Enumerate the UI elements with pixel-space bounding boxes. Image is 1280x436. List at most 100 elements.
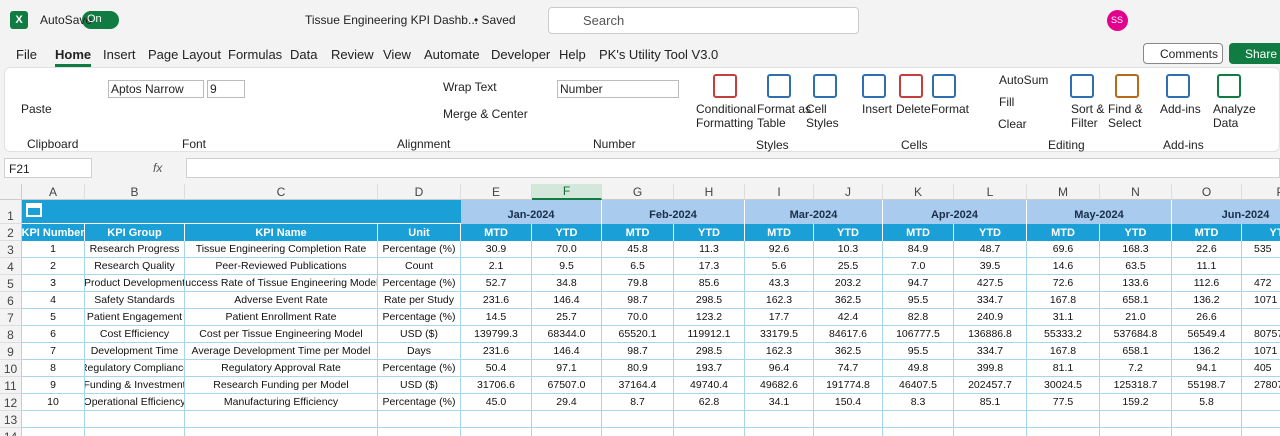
row-header[interactable]: 10 bbox=[0, 360, 22, 377]
column-header[interactable]: D bbox=[378, 184, 461, 200]
toggle[interactable] bbox=[82, 11, 119, 29]
row-header[interactable]: 6 bbox=[0, 292, 22, 309]
button-line: Data bbox=[1213, 116, 1239, 130]
column-header[interactable]: H bbox=[674, 184, 745, 200]
row-header[interactable]: 13 bbox=[0, 411, 22, 428]
button[interactable]: Clear bbox=[998, 117, 1027, 131]
column-header[interactable]: F bbox=[532, 184, 602, 200]
corner bbox=[0, 184, 22, 200]
cell: 5.6 bbox=[745, 258, 814, 275]
empty-cell bbox=[85, 428, 185, 436]
column-header[interactable]: J bbox=[814, 184, 883, 200]
menu-tab[interactable]: View bbox=[383, 47, 411, 62]
column-title: MTD bbox=[745, 224, 814, 241]
button[interactable]: Insert bbox=[862, 102, 893, 116]
month-header: May-2024 bbox=[1027, 200, 1172, 224]
menu-tab[interactable]: PK's Utility Tool V3.0 bbox=[599, 47, 719, 62]
button[interactable]: AutoSum bbox=[999, 73, 1049, 87]
column-header[interactable]: B bbox=[85, 184, 185, 200]
row-header[interactable]: 5 bbox=[0, 275, 22, 292]
search-box[interactable] bbox=[548, 7, 859, 34]
menu-tab[interactable]: Page Layout bbox=[148, 47, 222, 62]
row-header[interactable]: 4 bbox=[0, 258, 22, 275]
column-title: YTD bbox=[1100, 224, 1172, 241]
comments-button[interactable] bbox=[1143, 43, 1223, 64]
cell bbox=[1242, 394, 1280, 411]
cell: 98.7 bbox=[602, 343, 674, 360]
column-title: YTD bbox=[1242, 224, 1280, 241]
row-header[interactable]: 3 bbox=[0, 241, 22, 258]
group-label: Cells bbox=[901, 138, 928, 152]
number-format[interactable]: Number bbox=[557, 80, 679, 98]
button[interactable]: Wrap Text bbox=[443, 80, 497, 94]
cell: 8.3 bbox=[883, 394, 954, 411]
cell: Regulatory Approval Rate bbox=[185, 360, 378, 377]
menu-tab[interactable]: Home bbox=[55, 47, 92, 67]
cell: 125318.7 bbox=[1100, 377, 1172, 394]
button[interactable]: Merge & Center bbox=[443, 107, 528, 121]
empty-cell bbox=[745, 428, 814, 436]
column-header[interactable]: L bbox=[954, 184, 1027, 200]
cell: 472 bbox=[1242, 275, 1280, 292]
share-button[interactable] bbox=[1229, 43, 1280, 64]
menu-tab[interactable]: Review bbox=[331, 47, 374, 62]
row-header[interactable]: 1 bbox=[0, 200, 22, 224]
cell: 27807 bbox=[1242, 377, 1280, 394]
cell: 106777.5 bbox=[883, 326, 954, 343]
column-header[interactable]: N bbox=[1100, 184, 1172, 200]
column-title: MTD bbox=[602, 224, 674, 241]
cell: 6 bbox=[22, 326, 85, 343]
cell: 79.8 bbox=[602, 275, 674, 292]
menu-tab[interactable]: Automate bbox=[424, 47, 480, 62]
button[interactable]: Format bbox=[931, 102, 970, 116]
ribbon-icon bbox=[813, 74, 837, 98]
row-header[interactable]: 8 bbox=[0, 326, 22, 343]
column-header[interactable]: C bbox=[185, 184, 378, 200]
row-header[interactable]: 7 bbox=[0, 309, 22, 326]
row-header[interactable]: 14 bbox=[0, 428, 22, 436]
menu-tab[interactable]: Data bbox=[290, 47, 318, 62]
menu-tab[interactable]: Formulas bbox=[228, 47, 283, 62]
button[interactable]: Add-ins bbox=[1160, 102, 1201, 116]
cell: Rate per Study bbox=[378, 292, 461, 309]
font-size[interactable]: 9 bbox=[207, 80, 245, 98]
button[interactable]: Fill bbox=[999, 95, 1015, 109]
column-header[interactable]: I bbox=[745, 184, 814, 200]
empty-cell bbox=[602, 411, 674, 428]
column-header[interactable]: P bbox=[1242, 184, 1280, 200]
avatar[interactable] bbox=[1107, 10, 1128, 31]
name-box[interactable] bbox=[4, 158, 92, 178]
column-title: MTD bbox=[883, 224, 954, 241]
font-name[interactable]: Aptos Narrow bbox=[108, 80, 204, 98]
cell: 67507.0 bbox=[532, 377, 602, 394]
cell: 52.7 bbox=[461, 275, 532, 292]
cell: 37164.4 bbox=[602, 377, 674, 394]
button[interactable]: Delete bbox=[896, 102, 931, 116]
menu-tab[interactable]: File bbox=[16, 47, 37, 62]
avatar-initials: SS bbox=[1111, 15, 1124, 25]
row-header[interactable]: 9 bbox=[0, 343, 22, 360]
column-header[interactable]: A bbox=[22, 184, 85, 200]
menu-tab[interactable]: Developer bbox=[491, 47, 551, 62]
toggle-text: On bbox=[87, 13, 102, 25]
column-header[interactable]: O bbox=[1172, 184, 1242, 200]
row-header[interactable]: 12 bbox=[0, 394, 22, 411]
menu-tab[interactable]: Help bbox=[559, 47, 586, 62]
column-title: YTD bbox=[674, 224, 745, 241]
column-header[interactable]: E bbox=[461, 184, 532, 200]
column-header[interactable]: M bbox=[1027, 184, 1100, 200]
group-label: Number bbox=[593, 137, 636, 151]
column-title: YTD bbox=[532, 224, 602, 241]
row-header[interactable]: 11 bbox=[0, 377, 22, 394]
cell bbox=[1242, 258, 1280, 275]
row-header[interactable]: 2 bbox=[0, 224, 22, 241]
paste[interactable]: Paste bbox=[21, 102, 52, 116]
column-header[interactable]: G bbox=[602, 184, 674, 200]
cell: 77.5 bbox=[1027, 394, 1100, 411]
column-header[interactable]: K bbox=[883, 184, 954, 200]
formula-input[interactable] bbox=[186, 158, 1280, 178]
empty-cell bbox=[1172, 428, 1242, 436]
menu-tab[interactable]: Insert bbox=[103, 47, 136, 62]
cell: 55333.2 bbox=[1027, 326, 1100, 343]
